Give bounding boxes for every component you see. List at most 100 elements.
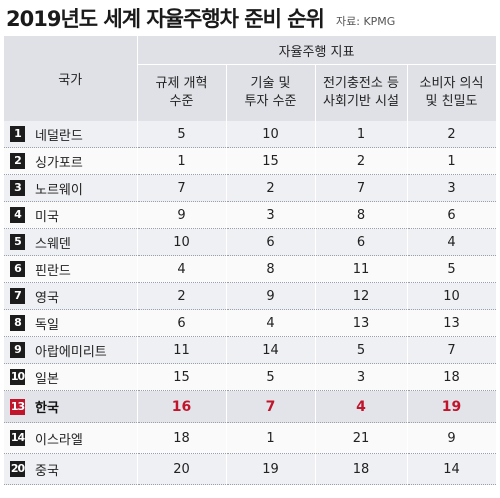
rank-badge: 2	[10, 153, 25, 169]
country-name: 아랍에미리트	[35, 344, 107, 360]
table-row: 9 아랍에미리트 11 14 5 7	[4, 336, 497, 364]
column-header: 소비자 의식 및 친밀도	[407, 64, 497, 121]
value-cell: 5	[407, 255, 497, 283]
value-cell: 7	[315, 174, 408, 202]
rank-badge: 6	[10, 261, 25, 277]
rank-badge: 14	[10, 430, 25, 446]
indicator-group-header: 자율주행 지표	[137, 36, 497, 65]
value-cell: 9	[226, 282, 316, 310]
rank-badge: 13	[10, 398, 25, 415]
value-cell: 18	[315, 453, 408, 485]
value-cell: 14	[407, 453, 497, 485]
table-row: 4 미국 9 3 8 6	[4, 201, 497, 229]
rank-badge: 5	[10, 234, 25, 250]
value-cell: 6	[407, 201, 497, 229]
country-cell: 7 영국	[4, 282, 138, 310]
value-cell: 14	[226, 336, 316, 364]
table-row: 6 핀란드 4 8 11 5	[4, 255, 497, 283]
value-cell: 5	[315, 336, 408, 364]
value-cell: 3	[315, 363, 408, 391]
value-cell: 9	[407, 422, 497, 454]
value-cell: 15	[226, 147, 316, 175]
country-name: 중국	[35, 463, 59, 479]
rank-badge: 3	[10, 180, 25, 196]
value-cell: 19	[407, 390, 497, 423]
value-cell: 5	[226, 363, 316, 391]
country-name: 핀란드	[35, 263, 71, 279]
country-cell: 9 아랍에미리트	[4, 336, 138, 364]
value-cell: 4	[407, 228, 497, 256]
rank-badge: 10	[10, 369, 25, 385]
value-cell: 11	[137, 336, 227, 364]
table-row: 2 싱가포르 1 15 2 1	[4, 147, 497, 175]
value-cell: 18	[137, 422, 227, 454]
value-cell: 13	[315, 309, 408, 337]
value-cell: 18	[407, 363, 497, 391]
value-cell: 1	[226, 422, 316, 454]
value-cell: 10	[137, 228, 227, 256]
value-cell: 8	[226, 255, 316, 283]
rank-badge: 20	[10, 461, 25, 477]
title-bar: 2019년도 세계 자율주행차 준비 순위 자료: KPMG	[0, 0, 500, 36]
table-row: 7 영국 2 9 12 10	[4, 282, 497, 310]
value-cell: 1	[407, 147, 497, 175]
ranking-table: 국가 자율주행 지표 규제 개혁 수준 기술 및 투자 수준 전기충전소 등 사회기…	[4, 36, 497, 485]
country-name: 스웨덴	[35, 236, 71, 252]
table-row: 20 중국 20 19 18 14	[4, 453, 497, 485]
country-name: 영국	[35, 290, 59, 306]
value-cell: 2	[137, 282, 227, 310]
value-cell: 1	[137, 147, 227, 175]
value-cell: 11	[315, 255, 408, 283]
country-name: 이스라엘	[35, 432, 83, 448]
value-cell: 7	[407, 336, 497, 364]
country-name: 네덜란드	[35, 128, 83, 144]
value-cell: 2	[407, 121, 497, 148]
value-cell: 4	[137, 255, 227, 283]
country-cell: 5 스웨덴	[4, 228, 138, 256]
country-header: 국가	[4, 36, 138, 121]
country-cell: 6 핀란드	[4, 255, 138, 283]
country-cell: 3 노르웨이	[4, 174, 138, 202]
country-cell: 4 미국	[4, 201, 138, 229]
rank-badge: 9	[10, 342, 25, 358]
value-cell: 16	[137, 390, 227, 423]
value-cell: 10	[226, 121, 316, 148]
country-cell: 1 네덜란드	[4, 121, 138, 148]
country-name: 일본	[35, 371, 59, 387]
value-cell: 21	[315, 422, 408, 454]
value-cell: 3	[407, 174, 497, 202]
value-cell: 4	[315, 390, 408, 423]
column-header: 전기충전소 등 사회기반 시설	[315, 64, 408, 121]
country-cell: 10 일본	[4, 363, 138, 391]
source-note: 자료: KPMG	[336, 15, 396, 28]
value-cell: 13	[407, 309, 497, 337]
value-cell: 19	[226, 453, 316, 485]
country-cell: 13 한국	[4, 390, 138, 423]
value-cell: 3	[226, 201, 316, 229]
value-cell: 7	[226, 390, 316, 423]
column-header: 기술 및 투자 수준	[226, 64, 316, 121]
table-row: 8 독일 6 4 13 13	[4, 309, 497, 337]
value-cell: 12	[315, 282, 408, 310]
value-cell: 6	[226, 228, 316, 256]
country-cell: 14 이스라엘	[4, 422, 138, 454]
country-name: 미국	[35, 209, 59, 225]
table-row: 14 이스라엘 18 1 21 9	[4, 422, 497, 454]
page-title: 2019년도 세계 자율주행차 준비 순위	[6, 7, 325, 31]
value-cell: 10	[407, 282, 497, 310]
value-cell: 4	[226, 309, 316, 337]
value-cell: 6	[137, 309, 227, 337]
table-row: 1 네덜란드 5 10 1 2	[4, 121, 497, 148]
value-cell: 8	[315, 201, 408, 229]
country-name: 노르웨이	[35, 182, 83, 198]
country-cell: 20 중국	[4, 453, 138, 485]
rank-badge: 1	[10, 126, 25, 142]
value-cell: 6	[315, 228, 408, 256]
column-header: 규제 개혁 수준	[137, 64, 227, 121]
rank-badge: 7	[10, 288, 25, 304]
value-cell: 15	[137, 363, 227, 391]
table-row: 3 노르웨이 7 2 7 3	[4, 174, 497, 202]
table-row: 13 한국 16 7 4 19	[4, 390, 497, 423]
value-cell: 1	[315, 121, 408, 148]
